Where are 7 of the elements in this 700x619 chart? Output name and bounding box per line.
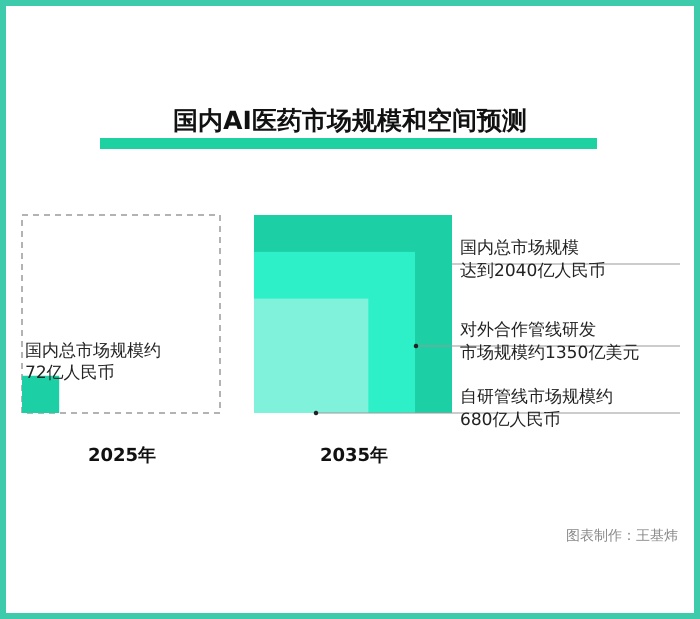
category-label: 2035年 [320, 445, 388, 466]
text: 国内AI医药市场规模和空间预测 [173, 106, 527, 135]
data-label: 自研管线市场规模约680亿人民币 [460, 387, 613, 430]
text: 图表制作：王基炜 [566, 528, 678, 544]
category-label: 2025年 [88, 445, 156, 466]
data-label: 对外合作管线研发市场规模约1350亿美元 [460, 320, 640, 363]
data-label: 国内总市场规模达到2040亿人民币 [460, 238, 606, 281]
